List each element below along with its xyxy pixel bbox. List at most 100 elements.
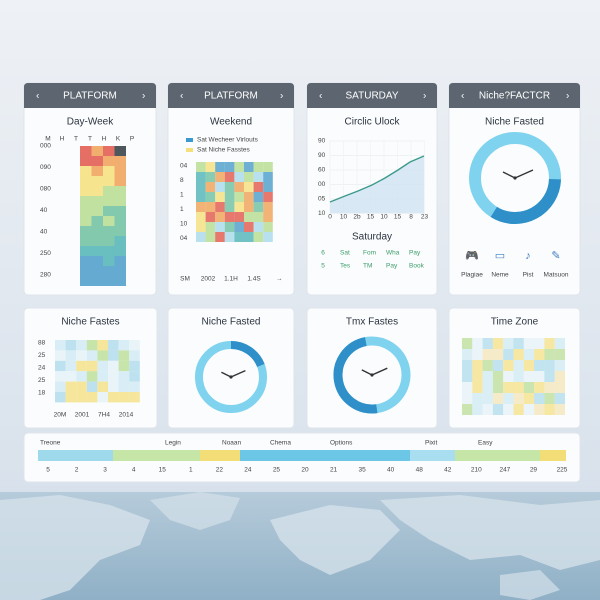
heat-cell <box>108 340 119 351</box>
icon[interactable]: ▭ <box>495 250 505 262</box>
heat-cell <box>129 381 140 392</box>
y-label: 24 <box>38 365 46 372</box>
heat-cell <box>224 192 235 202</box>
heat-cell <box>462 382 473 393</box>
action[interactable]: Wha <box>386 250 400 257</box>
column-label: M <box>45 136 50 143</box>
panel-title: Niche Fastes <box>61 317 119 328</box>
heat-cell <box>76 392 87 403</box>
prev-arrow[interactable]: ‹ <box>36 91 39 102</box>
heat-cell <box>108 392 119 403</box>
x-label: 2002 <box>201 276 216 283</box>
card-title: Weekend <box>210 117 252 128</box>
heat-cell <box>91 156 103 166</box>
next-arrow[interactable]: › <box>280 91 283 102</box>
prev-arrow[interactable]: ‹ <box>319 91 322 102</box>
action[interactable]: Fom <box>363 250 376 257</box>
timeline-label: Pixit <box>425 440 437 447</box>
heat-cell <box>534 393 545 404</box>
heat-cell <box>503 382 514 393</box>
heat-cell <box>492 349 504 360</box>
heat-cell <box>114 196 126 206</box>
heat-cell <box>205 162 216 172</box>
heat-cell <box>129 392 140 403</box>
y-label: 25 <box>38 352 46 359</box>
timeline-tick: 24 <box>244 467 252 474</box>
heat-cell <box>114 146 126 156</box>
action[interactable]: Tes <box>340 263 351 270</box>
prev-arrow[interactable]: ‹ <box>180 91 183 102</box>
heat-cell <box>523 371 535 382</box>
column-label: H <box>60 136 65 143</box>
prev-arrow[interactable]: ‹ <box>461 91 464 102</box>
action[interactable]: 5 <box>321 263 325 270</box>
timeline-label: Treone <box>40 440 61 447</box>
action[interactable]: Pay <box>386 263 398 270</box>
heat-cell <box>205 222 216 232</box>
heat-cell <box>513 349 524 360</box>
heat-cell <box>224 162 235 172</box>
heat-cell <box>244 162 254 172</box>
heat-cell <box>234 232 244 242</box>
heat-cell <box>80 246 92 256</box>
heat-cell <box>534 371 545 382</box>
heat-cell <box>91 146 103 156</box>
heat-cell <box>80 226 92 236</box>
timeline-tick: 20 <box>301 467 309 474</box>
heat-cell <box>263 172 273 182</box>
heat-cell <box>118 371 130 382</box>
area <box>330 156 424 213</box>
timeline-tick: 22 <box>216 467 224 474</box>
icon[interactable]: ♪ <box>525 250 531 262</box>
heat-cell <box>523 393 535 404</box>
heat-cell <box>215 192 225 202</box>
timeline-segment <box>113 450 200 461</box>
heat-cell <box>91 216 103 226</box>
action[interactable]: Book <box>409 263 425 270</box>
heat-cell <box>65 381 77 392</box>
icon-label: Plagiae <box>461 272 483 279</box>
x-label: 23 <box>421 214 429 221</box>
next-link[interactable]: → <box>276 276 283 283</box>
action[interactable]: Sat <box>340 250 350 257</box>
heat-cell <box>205 192 216 202</box>
heat-cell <box>215 172 225 182</box>
heat-cell <box>80 166 92 176</box>
heat-cell <box>108 371 119 382</box>
timeline-tick: 25 <box>273 467 281 474</box>
heat-cell <box>534 382 545 393</box>
heat-cell <box>103 196 115 206</box>
heat-cell <box>65 392 77 403</box>
y-label: 280 <box>40 272 51 279</box>
heat-cell <box>253 172 264 182</box>
next-arrow[interactable]: › <box>423 91 426 102</box>
heat-cell <box>554 360 565 371</box>
timeline-tick: 2 <box>75 467 79 474</box>
heat-cell <box>55 360 66 372</box>
action[interactable]: 6 <box>321 250 325 257</box>
y-label: 00 <box>318 181 326 188</box>
heat-cell <box>114 156 126 166</box>
card-title: Circlic Ulock <box>345 117 401 128</box>
card-header <box>449 83 580 108</box>
icon[interactable]: ✎ <box>551 250 560 262</box>
next-arrow[interactable]: › <box>142 91 145 102</box>
x-label: 2014 <box>119 412 134 419</box>
timeline-label: Noaan <box>222 440 242 447</box>
icon[interactable]: 🎮 <box>465 250 479 262</box>
panel-title: Time Zone <box>491 317 539 328</box>
action[interactable]: Pay <box>409 250 421 257</box>
heat-cell <box>224 232 235 242</box>
heat-cell <box>91 196 103 206</box>
action[interactable]: TM <box>363 263 372 270</box>
heat-cell <box>103 176 115 186</box>
heat-cell <box>234 222 244 232</box>
y-label: 8 <box>180 177 184 184</box>
heat-cell <box>234 182 244 192</box>
next-arrow[interactable]: › <box>566 91 569 102</box>
timeline-segment <box>410 450 455 461</box>
heat-cell <box>55 340 66 351</box>
heat-cell <box>86 392 98 403</box>
heat-cell <box>86 340 98 351</box>
